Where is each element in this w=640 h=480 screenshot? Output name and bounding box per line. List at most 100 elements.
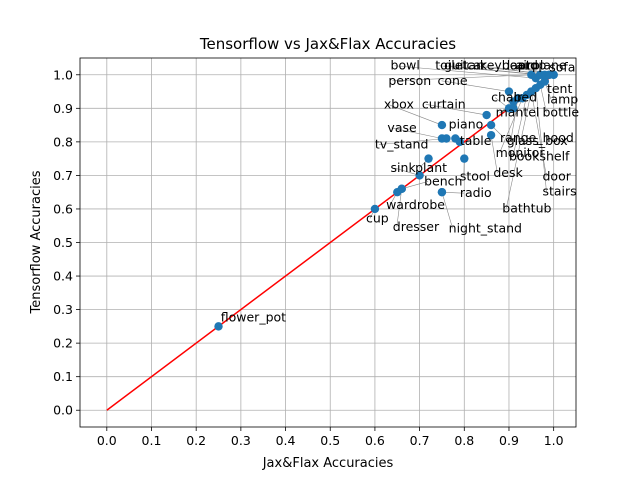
leader-line xyxy=(394,167,420,176)
y-tick-label: 0.7 xyxy=(53,168,73,183)
leader-line xyxy=(448,65,541,76)
data-point-range-hood xyxy=(486,120,496,130)
data-point-cup xyxy=(370,204,380,214)
point-label-curtain: curtain xyxy=(422,96,466,111)
point-label-stool: stool xyxy=(460,168,490,183)
grid xyxy=(80,58,576,427)
point-label-stairs: stairs xyxy=(542,184,576,199)
data-point-radio xyxy=(437,187,447,197)
point-label-bed: bed xyxy=(513,90,537,105)
x-tick-label: 1.0 xyxy=(544,433,564,448)
leader-line xyxy=(441,80,510,92)
point-label-car: car xyxy=(467,58,488,73)
y-tick-label: 0.8 xyxy=(53,134,73,149)
data-point-sink xyxy=(415,171,424,180)
leader-line xyxy=(531,91,547,177)
leader-line xyxy=(401,181,429,190)
point-label-cup: cup xyxy=(366,210,389,225)
y-tick-label: 0.4 xyxy=(53,269,73,284)
reference-line-group xyxy=(106,74,555,411)
leader-line xyxy=(512,94,528,157)
point-label-cone: cone xyxy=(437,73,467,88)
leader-line xyxy=(441,192,453,229)
chart-title: Tensorflow vs Jax&Flax Accuracies xyxy=(199,35,456,53)
point-label-radio: radio xyxy=(460,185,492,200)
point-label-plant: plant xyxy=(415,160,447,175)
y-axis-ticks: 0.0 0.1 0.2 0.3 0.4 0.5 0.6 0.7 0.8 0.9 1.0 xyxy=(53,67,80,418)
x-tick-label: 0.1 xyxy=(142,433,162,448)
point-label-monitor: monitor xyxy=(496,145,546,160)
leader-line xyxy=(510,98,519,142)
point-label-guitar: guitar xyxy=(444,58,482,73)
x-axis-label: Jax&Flax Accuracies xyxy=(262,456,394,471)
point-label-toilet: toilet xyxy=(435,58,467,73)
y-axis-label: Tensorflow Accuracies xyxy=(29,170,44,314)
point-label-sink: sink xyxy=(391,160,417,175)
data-point-cone xyxy=(504,87,514,96)
x-tick-label: 0.6 xyxy=(365,433,385,448)
data-point-stool xyxy=(460,154,469,163)
data-point-table xyxy=(455,137,465,147)
leader-line xyxy=(499,98,523,154)
point-label-piano: piano xyxy=(449,116,484,131)
y-tick-label: 0.6 xyxy=(53,201,73,216)
point-label-dresser: dresser xyxy=(393,219,440,234)
data-point-dresser xyxy=(397,184,406,194)
x-tick-label: 0.4 xyxy=(276,433,296,448)
y-tick-label: 0.2 xyxy=(53,336,73,351)
point-label-door: door xyxy=(542,168,571,183)
x-tick-label: 0.2 xyxy=(186,433,206,448)
point-label-table: table xyxy=(460,133,492,148)
leader-line xyxy=(539,84,547,113)
point-label-night-stand: night_stand xyxy=(449,220,522,235)
point-label-sofa: sofa xyxy=(549,59,575,74)
point-label-wardrobe: wardrobe xyxy=(386,197,445,212)
x-tick-label: 0.7 xyxy=(410,433,430,448)
data-point-sofa xyxy=(549,70,558,79)
data-point-plant xyxy=(424,154,433,163)
data-point-curtain xyxy=(482,110,491,120)
y-tick-label: 0.0 xyxy=(53,403,73,418)
point-label-range-hood: range_hood xyxy=(500,130,574,145)
x-axis-ticks: 0.0 0.1 0.2 0.3 0.4 0.5 0.6 0.7 0.8 0.9 1.0 xyxy=(97,427,564,448)
point-label-flower-pot: flower_pot xyxy=(221,309,286,324)
data-point-tv-stand xyxy=(442,134,451,143)
data-point-desk xyxy=(486,130,496,140)
y-tick-label: 0.3 xyxy=(53,302,73,317)
data-point-xbox xyxy=(437,120,447,130)
data-point-tent xyxy=(540,77,549,86)
data-point-mantel xyxy=(509,104,518,113)
leader-line xyxy=(490,135,498,174)
point-label-chair: chair xyxy=(491,90,523,105)
point-label-bookshelf: bookshelf xyxy=(509,148,570,163)
data-points xyxy=(214,70,558,331)
y-tick-label: 0.1 xyxy=(53,369,73,384)
point-label-vase: vase xyxy=(387,120,417,135)
point-label-person: person xyxy=(388,73,431,88)
point-label-keyboard: keyboard xyxy=(480,58,538,73)
y-tick-label: 0.9 xyxy=(53,101,73,116)
point-label-glass-box: glass_box xyxy=(507,133,568,148)
leader-line xyxy=(535,88,547,192)
point-label-bowl: bowl xyxy=(391,58,420,73)
x-tick-label: 0.5 xyxy=(320,433,340,448)
x-tick-label: 0.0 xyxy=(97,433,117,448)
x-tick-label: 0.9 xyxy=(499,433,519,448)
leader-line xyxy=(378,138,447,145)
point-label-bottle: bottle xyxy=(542,105,579,120)
point-label-tent: tent xyxy=(547,81,573,96)
y-tick-label: 1.0 xyxy=(53,67,73,82)
leader-line xyxy=(396,188,403,227)
leader-line xyxy=(387,104,443,126)
point-label-bench: bench xyxy=(424,173,462,188)
point-label-tv-stand: tv_stand xyxy=(375,137,428,152)
point-label-lamp: lamp xyxy=(547,91,578,106)
y-tick-label: 0.5 xyxy=(53,235,73,250)
point-label-airplane: airplane xyxy=(516,58,567,73)
point-label-mantel: mantel xyxy=(496,105,540,120)
annotation-leaders xyxy=(369,65,554,229)
leader-line xyxy=(505,91,532,209)
x-tick-label: 0.3 xyxy=(231,433,251,448)
leader-line xyxy=(425,104,487,116)
